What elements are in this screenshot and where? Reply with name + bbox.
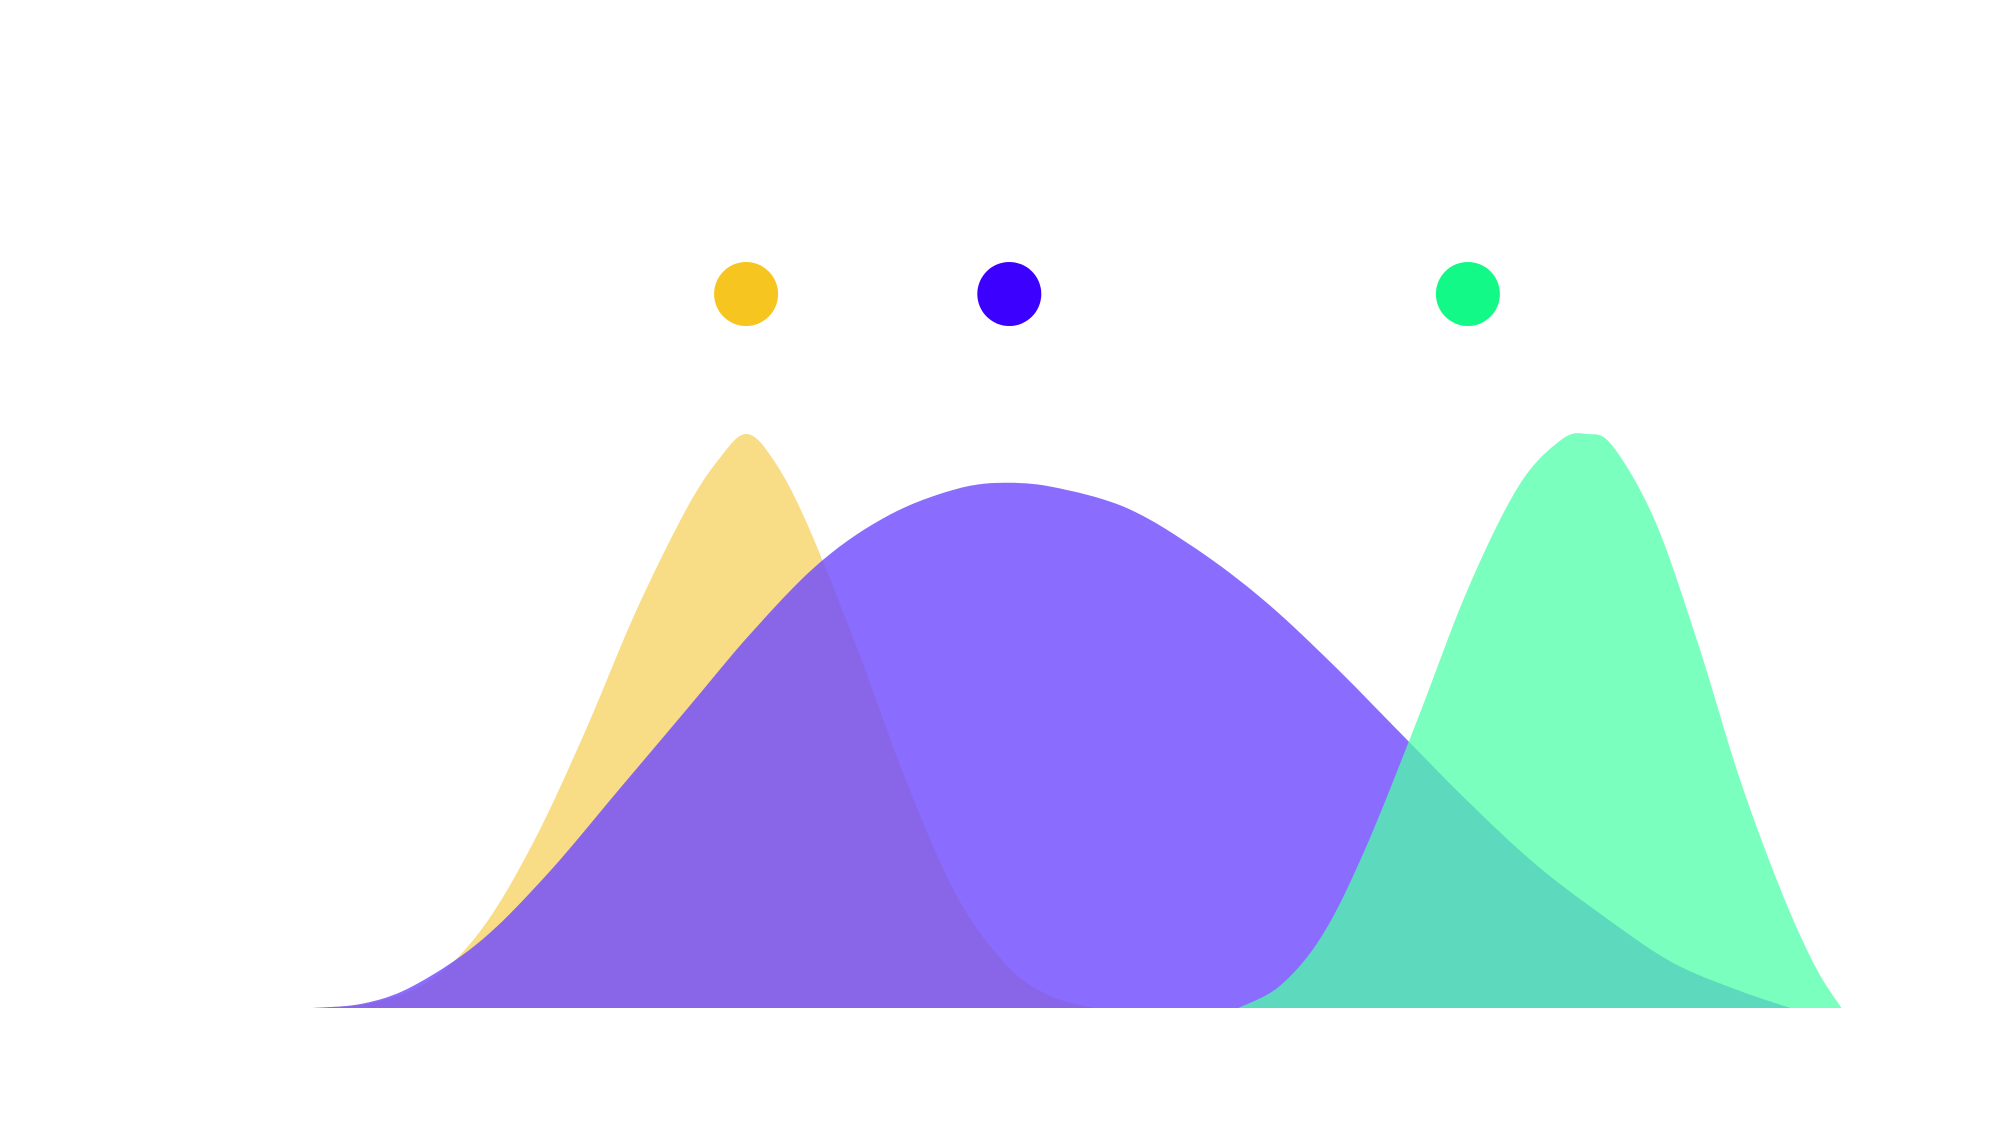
series-marker-2	[977, 262, 1042, 326]
series-markers	[714, 262, 1500, 326]
series-areas	[313, 433, 1842, 1008]
series-marker-3	[1435, 262, 1500, 326]
series-area-3	[1238, 433, 1842, 1008]
series-marker-1	[714, 262, 779, 326]
